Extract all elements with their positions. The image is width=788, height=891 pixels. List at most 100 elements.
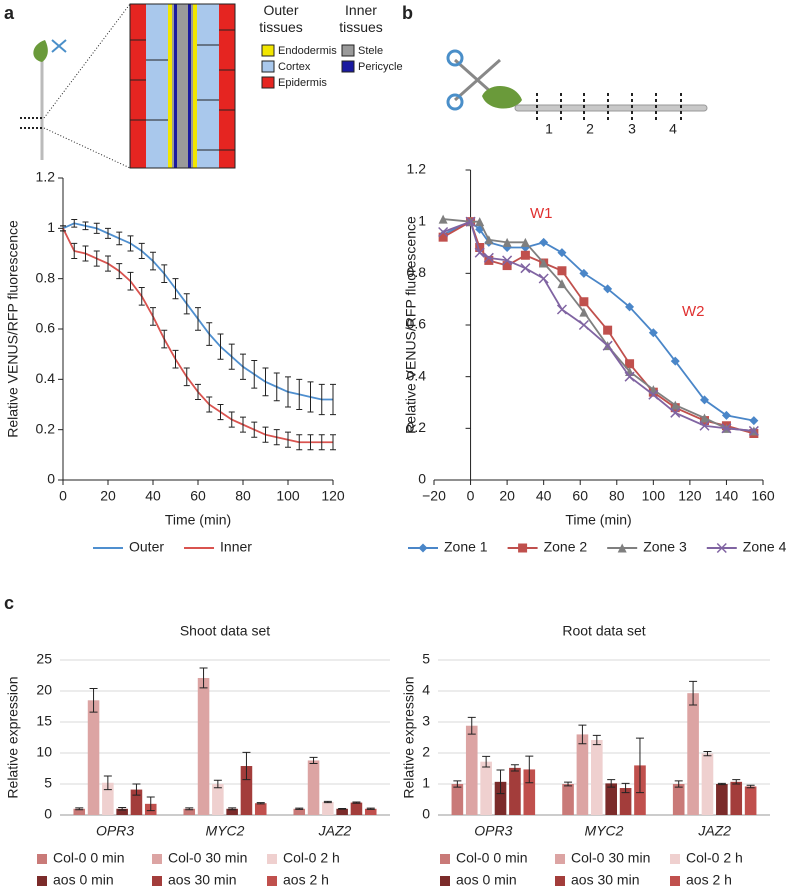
y-tick-label: 0.4 bbox=[407, 367, 427, 383]
legend-swatch bbox=[555, 876, 565, 886]
y-tick-label: 1.2 bbox=[407, 161, 427, 177]
x-tick-label: 120 bbox=[678, 488, 702, 504]
error-bar bbox=[273, 429, 280, 446]
legend-swatch bbox=[261, 44, 275, 57]
seedling-icon bbox=[20, 3, 131, 169]
error-bar bbox=[307, 434, 314, 451]
marker bbox=[475, 243, 485, 252]
bar bbox=[226, 808, 238, 815]
error-bar bbox=[116, 263, 123, 280]
marker bbox=[557, 266, 567, 276]
error-bar bbox=[71, 242, 78, 260]
error-bar bbox=[75, 807, 84, 811]
bar bbox=[480, 761, 492, 815]
annotation: W2 bbox=[682, 303, 705, 320]
y-tick-label: 4 bbox=[422, 682, 430, 698]
y-axis-label: Relative VENUS/RFP fluorescence bbox=[403, 216, 419, 434]
y-tick-label: 5 bbox=[44, 775, 52, 791]
chart-title: Shoot data set bbox=[180, 623, 270, 639]
y-axis-label: Relative expression bbox=[5, 676, 21, 798]
bar bbox=[590, 739, 603, 815]
error-bar bbox=[262, 426, 269, 443]
marker bbox=[502, 237, 512, 247]
y-tick-label: 0.4 bbox=[36, 370, 56, 386]
x-tick-label: 60 bbox=[572, 488, 588, 504]
marker bbox=[438, 232, 448, 242]
tissue-label: Epidermis bbox=[278, 77, 327, 89]
error-bar bbox=[103, 775, 112, 791]
x-tick-label: 120 bbox=[321, 488, 345, 504]
marker bbox=[748, 425, 759, 436]
x-axis-label: Time (min) bbox=[565, 512, 631, 528]
zone-label: 3 bbox=[628, 121, 636, 137]
marker bbox=[721, 423, 732, 434]
marker bbox=[716, 542, 727, 554]
error-bar bbox=[240, 416, 246, 433]
marker bbox=[520, 237, 530, 247]
bar bbox=[451, 784, 464, 815]
y-tick-label: 0.2 bbox=[36, 420, 56, 436]
legend-label: aos 0 min bbox=[53, 872, 114, 888]
legend-label: Col-0 30 min bbox=[168, 850, 247, 866]
x-tick-label: MYC2 bbox=[206, 823, 245, 839]
bar bbox=[322, 801, 334, 815]
legend-swatch bbox=[152, 854, 162, 864]
error-bar bbox=[296, 434, 303, 451]
panel-label: b bbox=[402, 3, 413, 23]
x-tick-label: 0 bbox=[59, 488, 67, 504]
marker bbox=[579, 307, 589, 317]
error-bar bbox=[183, 293, 190, 315]
marker bbox=[484, 255, 494, 265]
error-bar bbox=[635, 737, 644, 794]
y-tick-label: 0 bbox=[418, 471, 426, 487]
zone-label: 4 bbox=[669, 121, 677, 137]
marker bbox=[483, 252, 494, 263]
legend-swatch bbox=[152, 876, 162, 886]
marker bbox=[648, 389, 659, 400]
error-bar bbox=[592, 734, 601, 746]
error-bar bbox=[60, 225, 66, 232]
error-bar bbox=[318, 434, 325, 451]
error-bar bbox=[127, 271, 134, 291]
error-bar bbox=[453, 780, 462, 788]
legend-label: Outer bbox=[129, 539, 164, 555]
legend-swatch bbox=[670, 876, 680, 886]
error-bar bbox=[185, 807, 194, 811]
y-tick-label: 3 bbox=[422, 713, 430, 729]
tissue-label: Pericycle bbox=[358, 61, 403, 73]
error-bar bbox=[296, 378, 303, 411]
legend-label: Col-0 2 h bbox=[283, 850, 340, 866]
legend-label: Inner bbox=[220, 539, 252, 555]
y-tick-label: 1.2 bbox=[36, 169, 56, 185]
marker bbox=[538, 273, 549, 284]
error-bar bbox=[138, 286, 145, 306]
error-bar bbox=[674, 780, 683, 788]
y-tick-label: 0.8 bbox=[407, 264, 427, 280]
error-bar bbox=[746, 784, 755, 789]
error-bar bbox=[251, 421, 258, 438]
error-bar bbox=[330, 434, 336, 451]
error-bar bbox=[172, 349, 179, 369]
tissue-heading: Inner tissues bbox=[339, 2, 383, 35]
error-bar bbox=[161, 329, 168, 349]
error-bar bbox=[318, 383, 325, 416]
error-bar bbox=[273, 372, 280, 402]
bar bbox=[619, 788, 632, 815]
marker bbox=[438, 214, 448, 224]
marker bbox=[502, 261, 512, 271]
y-tick-label: 0.8 bbox=[36, 269, 56, 285]
error-bar bbox=[71, 219, 78, 228]
legend-label: aos 30 min bbox=[571, 872, 639, 888]
error-bar bbox=[496, 769, 505, 795]
error-bar bbox=[564, 781, 573, 787]
bar bbox=[701, 753, 714, 815]
bar bbox=[730, 781, 743, 815]
y-tick-label: 0.2 bbox=[407, 419, 427, 435]
error-bar bbox=[251, 359, 258, 389]
x-tick-label: OPR3 bbox=[96, 823, 134, 839]
zone-label: 2 bbox=[586, 121, 594, 137]
marker bbox=[518, 543, 528, 553]
y-tick-label: 0 bbox=[47, 471, 55, 487]
series-line bbox=[443, 218, 754, 432]
